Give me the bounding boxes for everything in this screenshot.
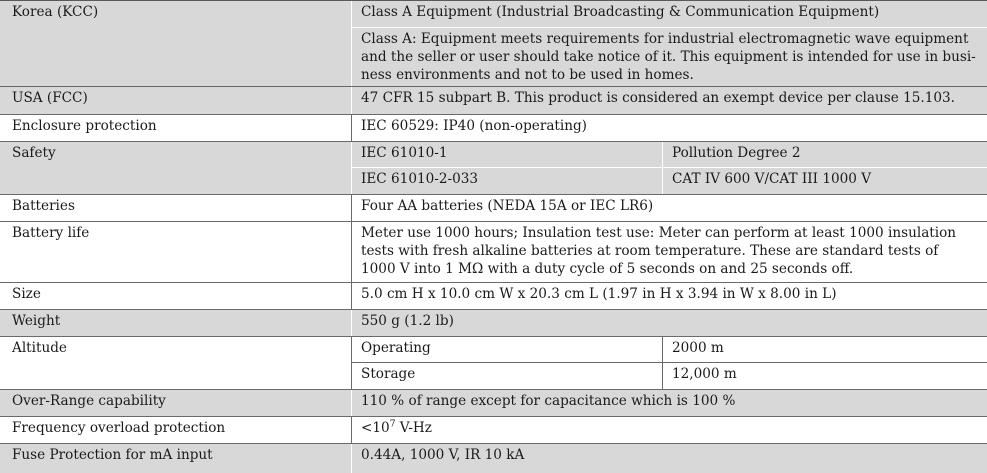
row-value: Storage [361,366,416,382]
row-value: IEC 61010-2-033 [361,171,479,187]
table-row: Battery life Meter use 1000 hours; Insul… [0,222,987,282]
row-value-secondary: 12,000 m [672,366,737,382]
row-label: Altitude [12,340,67,356]
row-value: 550 g (1.2 lb) [361,313,454,329]
row-value: Operating [361,340,431,356]
row-label: Size [12,286,41,302]
row-label: Enclosure protection [12,118,157,134]
row-value: 47 CFR 15 subpart B. This product is con… [361,90,955,106]
row-label: USA (FCC) [12,90,88,106]
row-label: Batteries [12,198,75,214]
row-value: IEC 61010-1 [361,145,448,161]
table-row: Fuse Protection for mA input 0.44A, 1000… [0,444,987,473]
row-label: Safety [12,145,56,161]
row-value: IEC 60529: IP40 (non-operating) [361,118,587,134]
row-value-secondary: CAT IV 600 V/CAT III 1000 V [672,171,872,187]
row-label: Battery life [12,225,90,241]
table-row: Safety IEC 61010-1 Pollution Degree 2 IE… [0,142,987,194]
table-row: Altitude Operating 2000 m Storage 12,000… [0,337,987,389]
row-value-line: tests with fresh alkaline batteries at r… [361,243,939,259]
table-row: Size 5.0 cm H x 10.0 cm W x 20.3 cm L (1… [0,283,987,309]
table-row: Frequency overload protection <107 V-Hz [0,417,987,443]
row-value: Class A Equipment (Industrial Broadcasti… [361,4,880,20]
table-row: Korea (KCC) Class A Equipment (Industria… [0,1,987,86]
row-label: Korea (KCC) [12,4,99,20]
table-row: Enclosure protection IEC 60529: IP40 (no… [0,115,987,141]
value-base: <10 [361,420,390,436]
table-row: USA (FCC) 47 CFR 15 subpart B. This prod… [0,87,987,114]
row-value: <107 V-Hz [361,417,432,438]
row-label: Frequency overload protection [12,420,226,436]
row-value: 5.0 cm H x 10.0 cm W x 20.3 cm L (1.97 i… [361,286,837,302]
row-value-secondary: Pollution Degree 2 [672,145,801,161]
table-row: Weight 550 g (1.2 lb) [0,310,987,336]
row-value-line: and the seller or user should take notic… [361,49,976,65]
row-value: 0.44A, 1000 V, IR 10 kA [361,447,525,463]
row-label: Fuse Protection for mA input [12,447,213,463]
row-value-line: 1000 V into 1 MΩ with a duty cycle of 5 … [361,261,854,277]
row-value: Four AA batteries (NEDA 15A or IEC LR6) [361,198,654,214]
row-value-line: ness environments and not to be used in … [361,67,694,83]
row-value-line: Class A: Equipment meets requirements fo… [361,31,969,47]
value-exponent: 7 [389,419,396,430]
row-value-line: Meter use 1000 hours; Insulation test us… [361,225,957,241]
row-label: Over-Range capability [12,393,166,409]
value-unit: V-Hz [395,420,432,436]
table-row: Batteries Four AA batteries (NEDA 15A or… [0,195,987,221]
row-label: Weight [12,313,61,329]
row-value-secondary: 2000 m [672,340,724,356]
row-value: 110 % of range except for capacitance wh… [361,393,736,409]
table-row: Over-Range capability 110 % of range exc… [0,390,987,416]
